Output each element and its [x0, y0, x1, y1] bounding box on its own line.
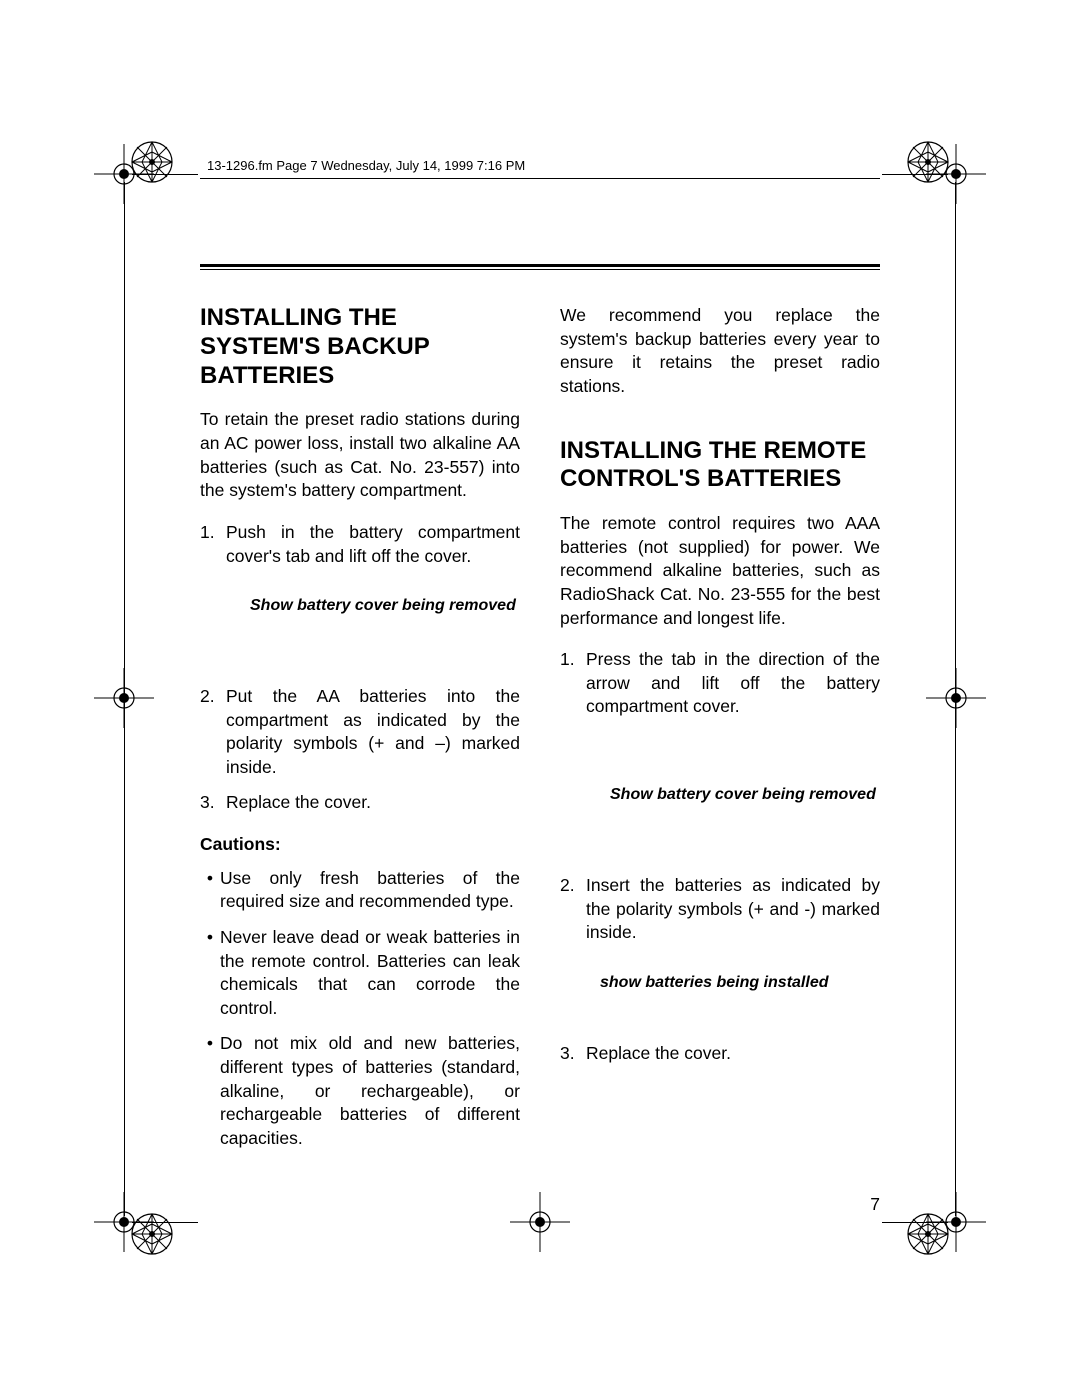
- cautions-label: Cautions:: [200, 833, 520, 857]
- steps-list: 2. Insert the batteries as indicated by …: [560, 874, 880, 945]
- intro-para: We recommend you replace the system's ba…: [560, 304, 880, 399]
- bullet-item: • Never leave dead or weak batteries in …: [200, 926, 520, 1021]
- step-number: 3.: [560, 1042, 586, 1066]
- step-text: Press the tab in the direction of the ar…: [586, 648, 880, 719]
- bullet-dot: •: [200, 926, 220, 1021]
- step-item: 2. Put the AA batteries into the compart…: [200, 685, 520, 780]
- bullet-dot: •: [200, 867, 220, 914]
- right-column: We recommend you replace the system's ba…: [560, 304, 880, 1169]
- regmark-target-icon: [510, 1192, 570, 1252]
- step-text: Replace the cover.: [586, 1042, 880, 1066]
- left-column: INSTALLING THE SYSTEM'S BACKUP BATTERIES…: [200, 304, 520, 1169]
- regmark-line: [882, 1222, 948, 1223]
- regmark-target-icon: [926, 668, 986, 728]
- step-number: 2.: [560, 874, 586, 945]
- heading-remote-batteries: INSTALLING THE REMOTE CONTROL'S BATTERIE…: [560, 437, 880, 495]
- step-number: 2.: [200, 685, 226, 780]
- steps-list: 1. Press the tab in the direction of the…: [560, 648, 880, 719]
- figure-caption: Show battery cover being removed: [250, 596, 520, 617]
- section-double-rule: [200, 264, 880, 270]
- step-item: 2. Insert the batteries as indicated by …: [560, 874, 880, 945]
- page-number: 7: [870, 1194, 880, 1215]
- step-number: 1.: [200, 521, 226, 568]
- step-item: 1. Press the tab in the direction of the…: [560, 648, 880, 719]
- step-text: Insert the batteries as indicated by the…: [586, 874, 880, 945]
- bullet-text: Never leave dead or weak batteries in th…: [220, 926, 520, 1021]
- step-number: 1.: [560, 648, 586, 719]
- bullet-text: Do not mix old and new batteries, differ…: [220, 1032, 520, 1150]
- regmark-line: [882, 174, 948, 175]
- figure-caption: show batteries being installed: [600, 973, 880, 994]
- page: 13-1296.fm Page 7 Wednesday, July 14, 19…: [0, 0, 1080, 1397]
- step-item: 3. Replace the cover.: [200, 791, 520, 815]
- intro-para: To retain the preset radio stations duri…: [200, 408, 520, 503]
- regmark-line: [124, 182, 125, 1216]
- step-item: 3. Replace the cover.: [560, 1042, 880, 1066]
- figure-caption: Show battery cover being removed: [610, 785, 880, 806]
- steps-list: 3. Replace the cover.: [560, 1042, 880, 1066]
- regmark-line: [955, 182, 956, 1216]
- bullet-item: • Use only fresh batteries of the requir…: [200, 867, 520, 914]
- bullet-text: Use only fresh batteries of the required…: [220, 867, 520, 914]
- bullet-dot: •: [200, 1032, 220, 1150]
- steps-list: 1. Push in the battery compartment cover…: [200, 521, 520, 568]
- content-columns: INSTALLING THE SYSTEM'S BACKUP BATTERIES…: [200, 304, 880, 1169]
- heading-backup-batteries: INSTALLING THE SYSTEM'S BACKUP BATTERIES: [200, 304, 520, 390]
- steps-list: 2. Put the AA batteries into the compart…: [200, 685, 520, 815]
- regmark-line: [132, 1222, 198, 1223]
- step-text: Push in the battery compartment cover's …: [226, 521, 520, 568]
- step-text: Put the AA batteries into the compartmen…: [226, 685, 520, 780]
- running-head: 13-1296.fm Page 7 Wednesday, July 14, 19…: [207, 158, 525, 173]
- step-item: 1. Push in the battery compartment cover…: [200, 521, 520, 568]
- intro-para: The remote control requires two AAA batt…: [560, 512, 880, 630]
- bullet-item: • Do not mix old and new batteries, diff…: [200, 1032, 520, 1150]
- header-rule: [200, 178, 880, 179]
- step-text: Replace the cover.: [226, 791, 520, 815]
- cautions-list: • Use only fresh batteries of the requir…: [200, 867, 520, 1151]
- step-number: 3.: [200, 791, 226, 815]
- regmark-line: [132, 174, 198, 175]
